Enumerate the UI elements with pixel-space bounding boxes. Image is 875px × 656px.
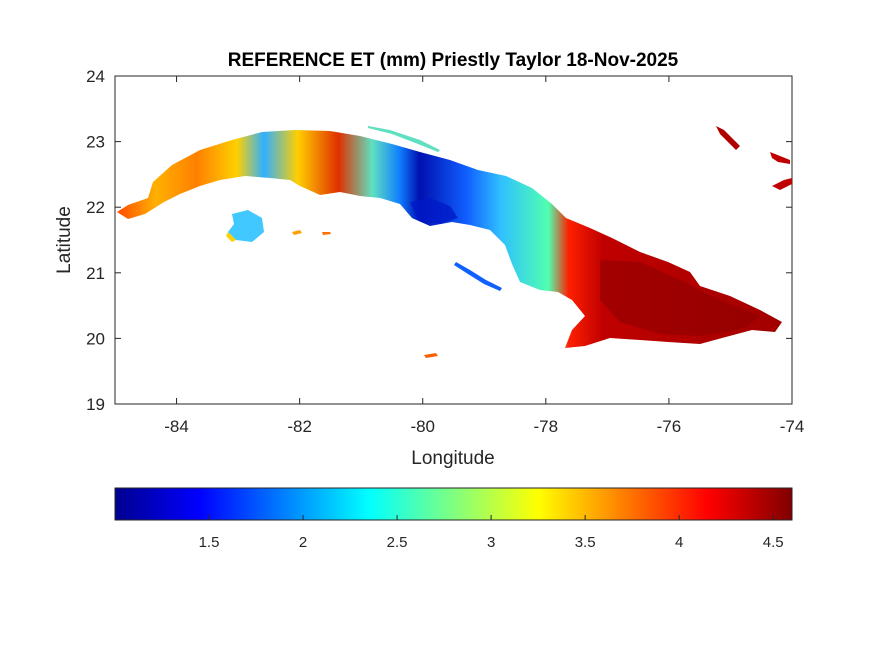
y-tick-label: 21 [86,264,105,283]
isla-juventud-edge [226,232,236,242]
x-tick-label: -74 [780,417,805,436]
chart-title: REFERENCE ET (mm) Priestly Taylor 18-Nov… [228,50,679,71]
y-axis-label: Latitude [54,206,75,274]
cay-south [424,353,438,358]
isla-juventud [228,210,264,242]
cay-west [292,230,302,235]
x-tick-label: -78 [534,417,559,436]
colorbar-ticks: 1.5 2 2.5 3 3.5 4 4.5 [199,515,784,551]
cuba-central-blue [410,198,458,224]
x-tick-label: -84 [164,417,189,436]
x-tick-label: -80 [410,417,435,436]
colorbar-tick-label: 4 [675,534,683,551]
cay-east-2 [770,152,790,164]
x-tick-label: -76 [657,417,682,436]
y-tick-label: 22 [86,198,105,217]
x-axis-label: Longitude [411,448,494,469]
cay-west-2 [322,232,331,235]
cay-north-chain [368,126,440,152]
y-tick-label: 23 [86,133,105,152]
x-axis-ticks: -84 -82 -80 -78 -76 -74 [164,76,804,436]
colorbar-tick-label: 2.5 [387,534,408,551]
map-axes [114,75,793,405]
cay-east-1 [716,126,740,150]
y-tick-label: 19 [86,395,105,414]
y-tick-label: 24 [86,67,105,86]
et-heatmap [117,126,792,358]
colorbar-tick-label: 3.5 [575,534,596,551]
cuba-east-dark [600,260,760,336]
y-tick-label: 20 [86,329,105,348]
colorbar-tick-label: 4.5 [763,534,784,551]
colorbar [114,487,793,521]
colorbar-tick-label: 3 [487,534,495,551]
colorbar-tick-label: 1.5 [199,534,220,551]
y-axis-ticks: 19 20 21 22 23 24 [86,67,792,414]
cay-south-chain [454,262,502,291]
cay-east-3 [772,178,792,190]
x-tick-label: -82 [287,417,312,436]
colorbar-tick-label: 2 [299,534,307,551]
